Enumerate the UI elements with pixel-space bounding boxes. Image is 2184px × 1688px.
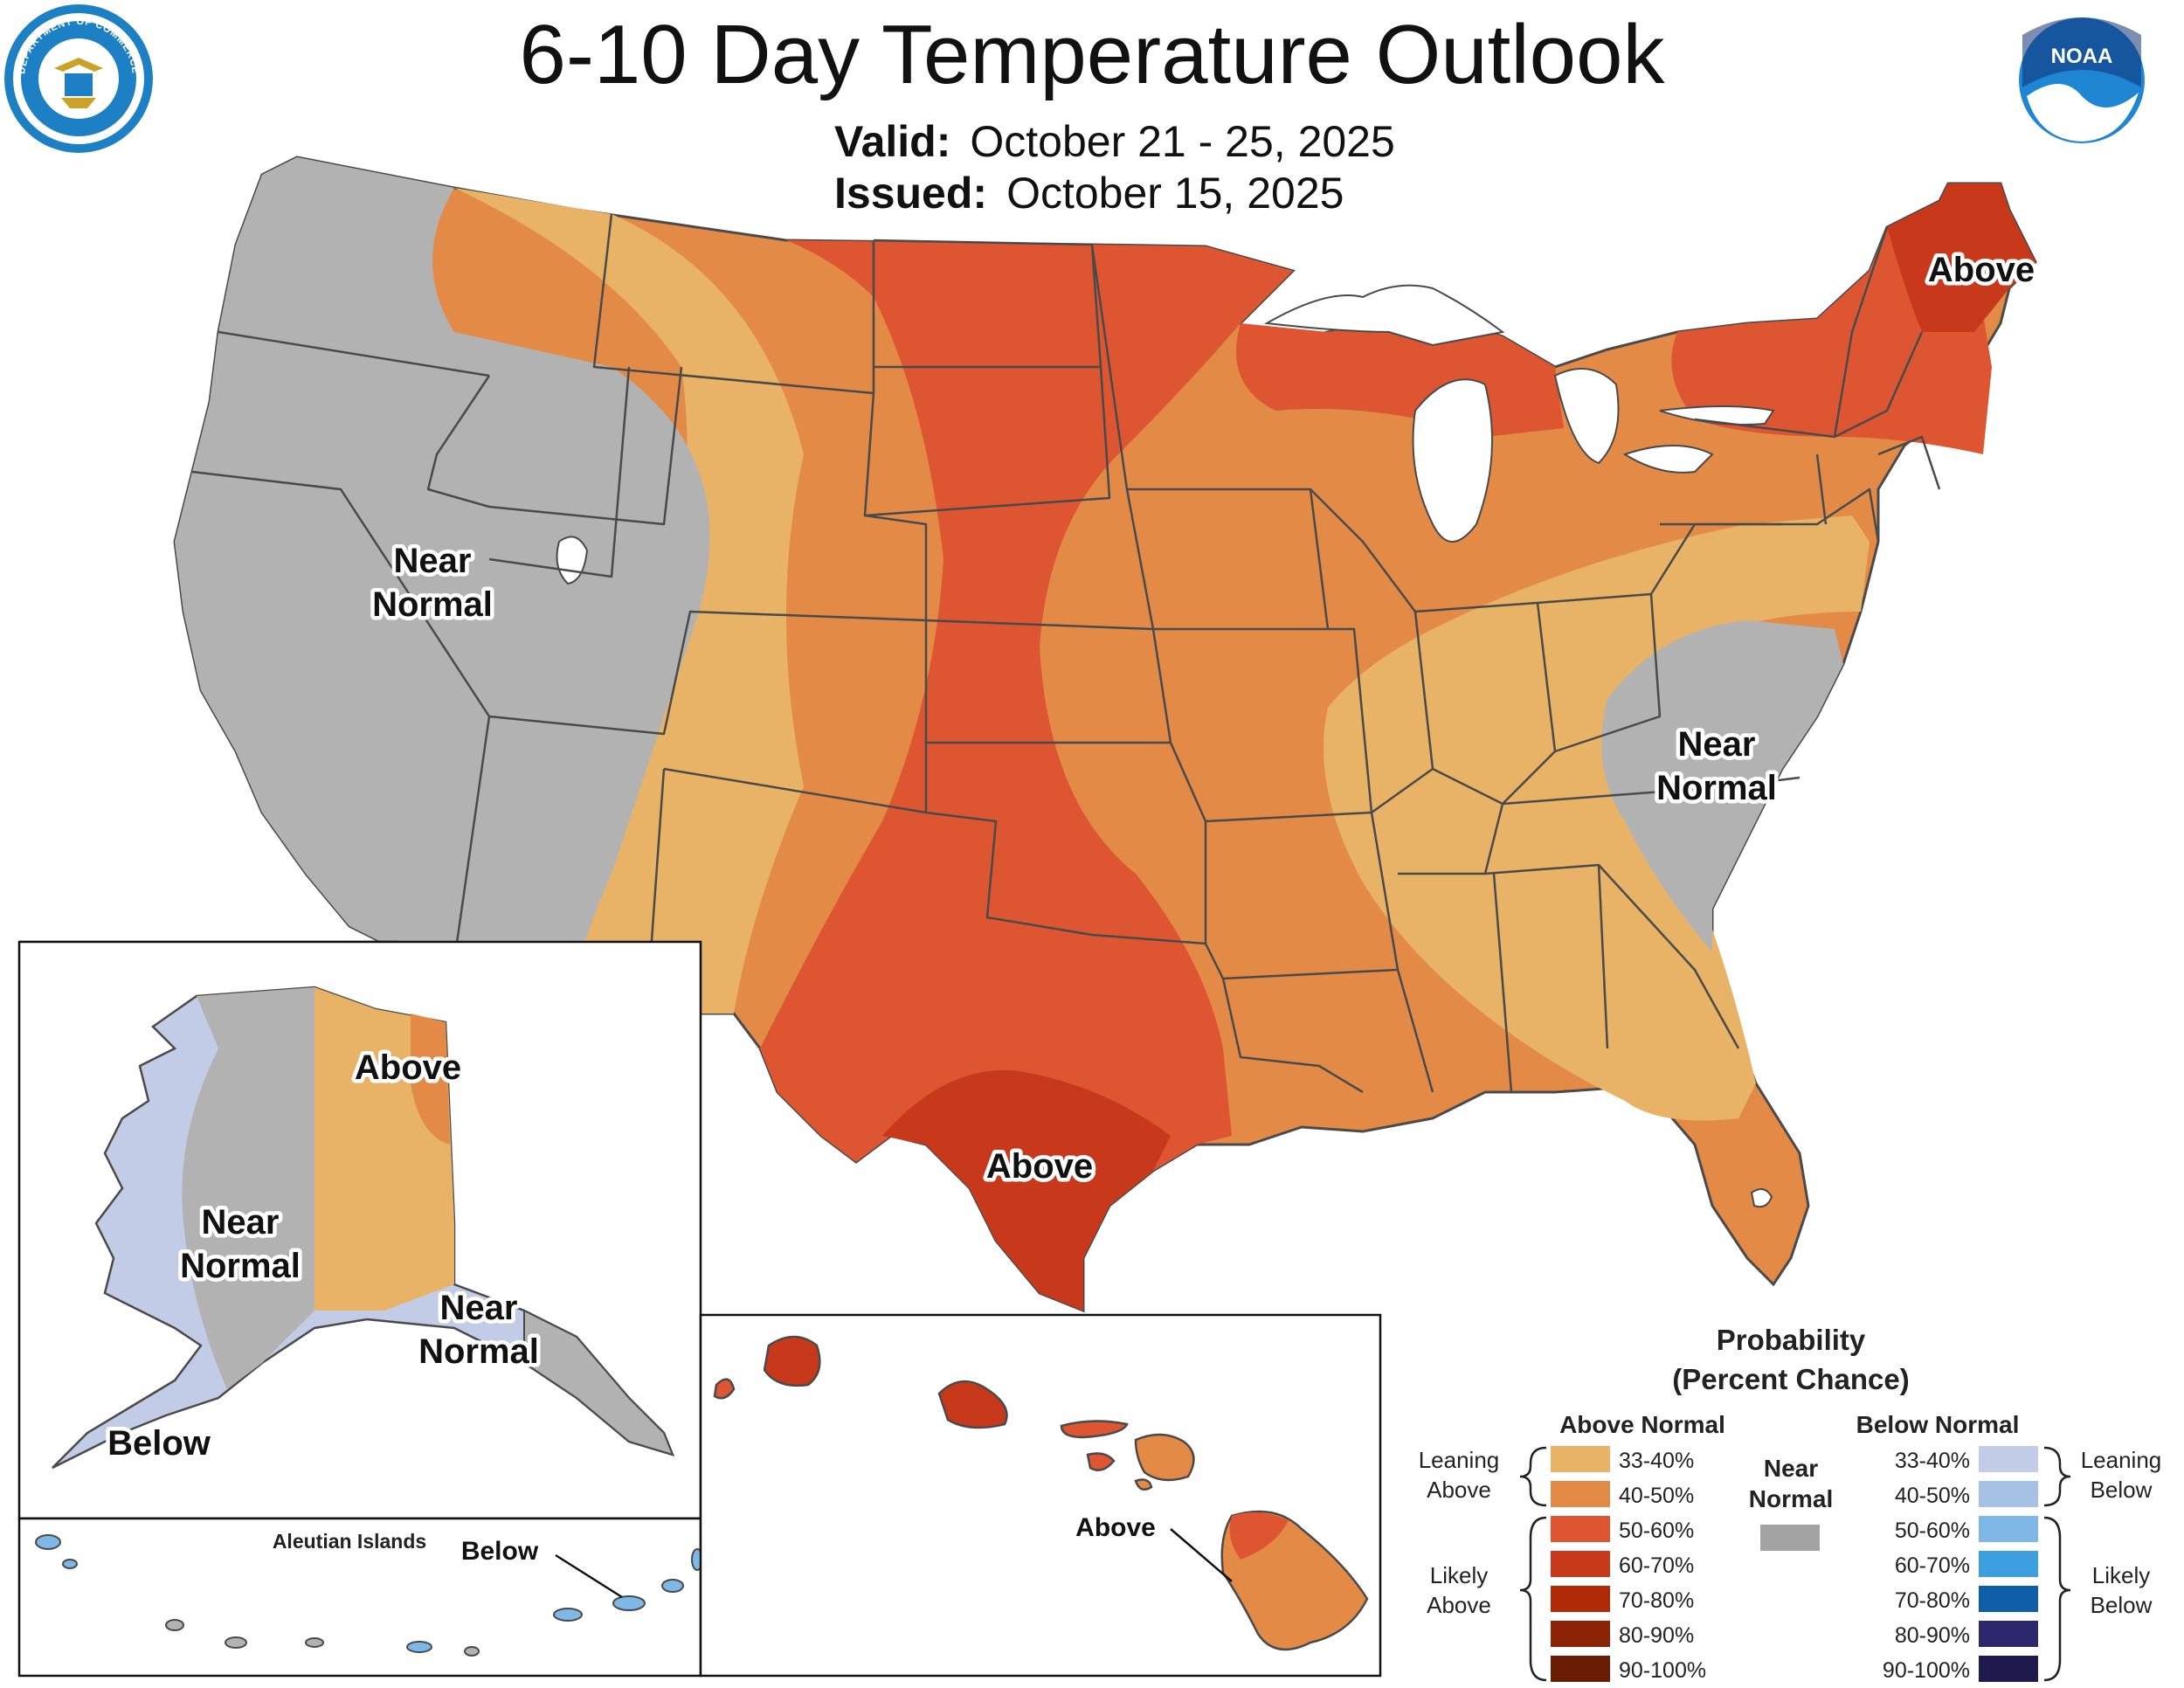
maui-shape — [1134, 1433, 1195, 1482]
alaska-near-normal-south-line2: Normal — [418, 1332, 539, 1371]
west-near-normal-line1: Near — [394, 542, 472, 580]
legend-above-header: Above Normal — [1559, 1411, 1725, 1438]
legend-above-range-6: 80-90% — [1619, 1623, 1694, 1648]
valid-line: Valid: October 21 - 25, 2025 — [834, 116, 1395, 167]
legend-above-range-4: 60-70% — [1619, 1553, 1694, 1578]
kahoolawe-shape — [1134, 1478, 1153, 1491]
conus-above-50-60-central — [760, 240, 1293, 1311]
alaska-near-normal-south-line1: Near — [440, 1289, 518, 1327]
east-near-normal-line1: Near — [1678, 725, 1756, 764]
lake-okeechobee — [1750, 1188, 1773, 1208]
legend-below-range-3: 50-60% — [1895, 1519, 1970, 1543]
conus-above-33-40-southeast — [1590, 1083, 1756, 1121]
legend-likely-below-line2: Below — [2091, 1592, 2153, 1618]
aleutian-title: Aleutian Islands — [273, 1530, 426, 1553]
legend-near-header-line1: Near — [1764, 1455, 1818, 1482]
aleutian-below-label: Below — [461, 1537, 539, 1566]
legend-below-swatches — [1979, 1446, 2038, 1682]
alaska-above-40-50 — [411, 1013, 450, 1145]
noaa-logo-icon: NOAA — [2019, 17, 2145, 143]
legend-title-line2: (Percent Chance) — [1672, 1363, 1909, 1395]
aleutian-islands-shapes — [35, 1534, 703, 1657]
conus-above-33-40-east — [1324, 515, 1870, 1097]
alaska-inset: Above Near Normal Near Normal Below — [17, 940, 703, 1678]
alaska-near-normal-west-line1: Near — [202, 1203, 280, 1242]
conus-above-60-70-maine — [1887, 183, 2035, 332]
maine-above-label: Above — [1928, 251, 2035, 289]
conus-map: Near Normal Near Normal Above Above — [173, 156, 2039, 1313]
issued-date: October 15, 2025 — [1006, 169, 1344, 218]
hawaii-inset: Above — [699, 1313, 1382, 1678]
great-lakes-water — [1263, 284, 1775, 543]
issued-label: Issued: — [834, 169, 988, 218]
legend-leaning-above-line1: Leaning — [1419, 1447, 1500, 1473]
conus-above-60-70-texas — [882, 1069, 1171, 1311]
texas-above-label: Above — [986, 1147, 1093, 1186]
legend-below-range-1: 33-40% — [1895, 1449, 1970, 1473]
state-borders — [191, 213, 1941, 1094]
legend-leaning-above-line2: Above — [1427, 1477, 1491, 1503]
oahu-shape — [937, 1380, 1008, 1429]
niihau-shape — [713, 1378, 736, 1400]
big-island-north-shape — [1229, 1512, 1289, 1560]
legend-title-line1: Probability — [1717, 1324, 1866, 1356]
legend-likely-above-line2: Above — [1427, 1592, 1491, 1618]
legend-braces — [1519, 1446, 2071, 1682]
hawaii-above-label: Above — [1075, 1513, 1156, 1542]
legend: Probability (Percent Chance) Above Norma… — [1419, 1324, 2162, 1683]
west-near-normal-line2: Normal — [372, 585, 493, 624]
legend-below-range-5: 70-80% — [1895, 1588, 1970, 1613]
legend-likely-above-line1: Likely — [1430, 1562, 1488, 1588]
legend-below-range-7: 90-100% — [1883, 1658, 1970, 1683]
legend-below-range-4: 60-70% — [1895, 1553, 1970, 1578]
alaska-near-normal-west-line2: Normal — [180, 1247, 301, 1285]
legend-above-swatches — [1551, 1446, 1610, 1682]
alaska-above-label: Above — [355, 1048, 461, 1087]
lanai-shape — [1086, 1452, 1116, 1471]
molokai-shape — [1060, 1420, 1129, 1439]
legend-above-range-1: 33-40% — [1619, 1449, 1694, 1473]
legend-above-range-5: 70-80% — [1619, 1588, 1694, 1613]
valid-dates: October 21 - 25, 2025 — [970, 117, 1395, 166]
conus-near-normal-west — [175, 157, 710, 1013]
conus-above-33-40-west — [454, 188, 804, 1013]
legend-above-range-7: 90-100% — [1619, 1658, 1706, 1683]
legend-below-header: Below Normal — [1856, 1411, 2020, 1438]
alaska-panhandle-near-normal — [523, 1309, 674, 1456]
legend-above-range-2: 40-50% — [1619, 1484, 1694, 1508]
legend-below-range-6: 80-90% — [1895, 1623, 1970, 1648]
valid-label: Valid: — [834, 117, 951, 166]
noaa-logo-text: NOAA — [2051, 45, 2113, 68]
kauai-shape — [763, 1335, 821, 1387]
legend-near-header-line2: Normal — [1749, 1485, 1833, 1512]
department-of-commerce-seal-icon: DEPARTMENT OF COMMERCE — [4, 4, 153, 153]
legend-likely-below-line1: Likely — [2092, 1562, 2150, 1588]
alaska-near-normal-west — [182, 987, 314, 1389]
legend-above-range-3: 50-60% — [1619, 1519, 1694, 1543]
legend-below-range-2: 40-50% — [1895, 1484, 1970, 1508]
legend-leaning-below-line2: Below — [2091, 1477, 2153, 1503]
alaska-below-label: Below — [107, 1424, 211, 1463]
legend-leaning-below-line1: Leaning — [2081, 1447, 2162, 1473]
legend-near-normal-swatch — [1760, 1525, 1820, 1551]
issued-line: Issued: October 15, 2025 — [834, 168, 1344, 218]
east-near-normal-line2: Normal — [1656, 769, 1777, 807]
page-title: 6-10 Day Temperature Outlook — [519, 8, 1665, 101]
